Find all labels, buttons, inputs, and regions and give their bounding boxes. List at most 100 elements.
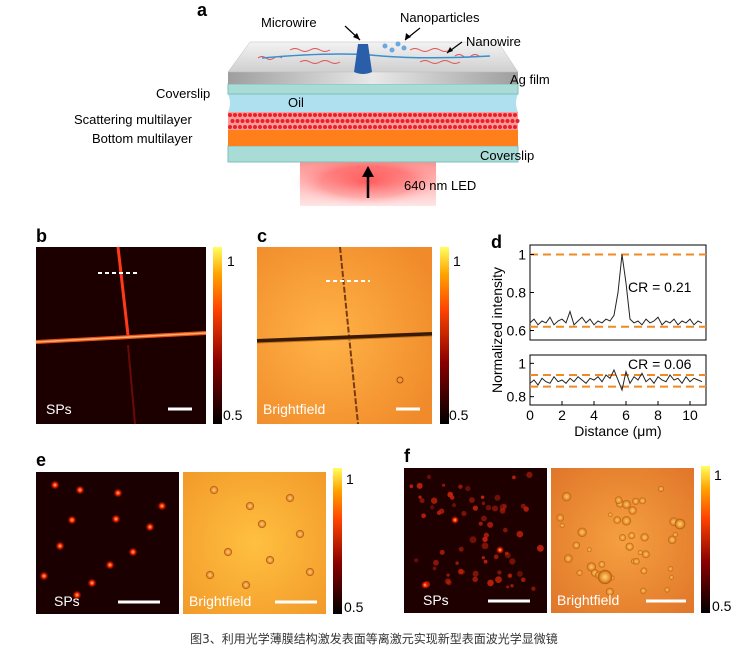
scattering-particle: [393, 125, 397, 129]
scattering-particle: [310, 119, 315, 123]
panel-f: f SPs Brightfield 1 0.5: [404, 446, 732, 614]
scattering-particle: [303, 125, 307, 129]
scattering-particle: [258, 113, 262, 117]
ag-film-layer: [228, 72, 518, 84]
scattering-particle: [433, 113, 437, 117]
colorbar-f: [701, 466, 710, 613]
dark-particle: [640, 532, 650, 542]
scattering-particle: [323, 113, 327, 117]
dark-particle: [295, 529, 305, 539]
dim-particle: [469, 497, 475, 503]
nanowire-horizontal-c-edge: [256, 335, 433, 344]
large-particle: [597, 569, 613, 585]
dim-particle: [520, 503, 526, 509]
scattering-particle: [348, 125, 352, 129]
dim-particle: [493, 554, 499, 560]
x-tick-label: 8: [654, 407, 662, 423]
scattering-particle: [453, 125, 457, 129]
scattering-particle: [503, 125, 507, 129]
scattering-particle: [423, 113, 427, 117]
scattering-particle: [505, 119, 510, 123]
colorbar-f-max: 1: [714, 467, 722, 483]
scattering-particle: [388, 125, 392, 129]
scattering-particle: [323, 125, 327, 129]
dark-particle: [572, 541, 581, 550]
dim-particle: [537, 544, 544, 552]
label-sps-e: SPs: [54, 593, 80, 609]
scattering-particle: [373, 113, 377, 117]
y-tick-label: 0.8: [507, 285, 527, 301]
dark-particle: [205, 570, 215, 580]
scattering-particle: [475, 119, 480, 123]
d-ylabel: Normalized intensity: [489, 267, 505, 393]
dark-particle: [631, 497, 640, 506]
colorbar-e-max: 1: [346, 471, 354, 487]
scattering-particle: [290, 119, 295, 123]
scattering-particle: [358, 125, 362, 129]
scattering-particle: [295, 119, 300, 123]
scattering-particle: [508, 125, 512, 129]
dark-particle: [618, 533, 627, 542]
dark-particle: [576, 527, 588, 538]
scattering-particle: [430, 119, 435, 123]
d-cr-bottom: CR = 0.06: [628, 356, 692, 372]
scattering-particle: [425, 119, 430, 123]
scattering-particle: [375, 119, 380, 123]
dim-particle: [472, 505, 478, 511]
scattering-particle: [468, 125, 472, 129]
microwire-shape: [354, 44, 372, 74]
label-nanowire: Nanowire: [466, 34, 521, 49]
dim-particle: [451, 503, 457, 508]
scattering-particle: [495, 119, 500, 123]
bright-particle: [39, 571, 49, 581]
bright-particle: [113, 488, 123, 498]
scattering-particle: [338, 113, 342, 117]
scattering-particle: [233, 113, 237, 117]
bright-particle: [105, 560, 115, 570]
oil-layer: [228, 94, 518, 112]
x-tick-label: 0: [526, 407, 534, 423]
x-tick-label: 4: [590, 407, 598, 423]
scattering-particle: [388, 113, 392, 117]
scattering-particle: [423, 125, 427, 129]
scattering-particle: [450, 119, 455, 123]
dark-particle: [625, 542, 635, 552]
colorbar-b: [213, 247, 222, 424]
bright-particle: [75, 485, 85, 495]
scattering-particle: [373, 125, 377, 129]
scattering-particle: [420, 119, 425, 123]
scattering-particle: [405, 119, 410, 123]
scattering-particle: [435, 119, 440, 123]
panel-letter-a: a: [197, 0, 208, 20]
dark-particle: [638, 497, 647, 505]
x-tick-label: 10: [682, 407, 698, 423]
panel-d: d Normalized intensity 1 0.8 0.6 1 0.8 0 2 4 6 8…: [489, 232, 707, 439]
dim-particle: [531, 586, 536, 591]
series-line: [529, 254, 703, 326]
dim-particle: [521, 577, 526, 583]
brightfield-image-e: [183, 472, 326, 614]
scattering-particle: [503, 113, 507, 117]
bright-particle: [50, 480, 60, 490]
particle-c: [396, 376, 404, 384]
scattering-particle: [455, 119, 460, 123]
scattering-particle: [250, 119, 255, 123]
scattering-particle: [328, 113, 332, 117]
scattering-particle: [438, 125, 442, 129]
dim-particle: [494, 494, 501, 501]
panel-e: e SPs Brightfield 1 0.5: [36, 450, 364, 615]
scattering-particle: [228, 125, 232, 129]
bright-particle: [72, 590, 82, 600]
dim-particle: [483, 559, 488, 564]
scattering-particle: [498, 125, 502, 129]
label-sps-b: SPs: [46, 401, 72, 417]
scattering-particle: [478, 125, 482, 129]
dark-particle: [640, 567, 648, 575]
d-bottom-axes: [529, 354, 707, 406]
dim-particle: [419, 498, 425, 504]
scattering-particle: [363, 113, 367, 117]
dark-particle: [639, 587, 647, 595]
dim-particle: [497, 570, 502, 575]
dim-particle: [492, 505, 498, 512]
scattering-particle: [390, 119, 395, 123]
